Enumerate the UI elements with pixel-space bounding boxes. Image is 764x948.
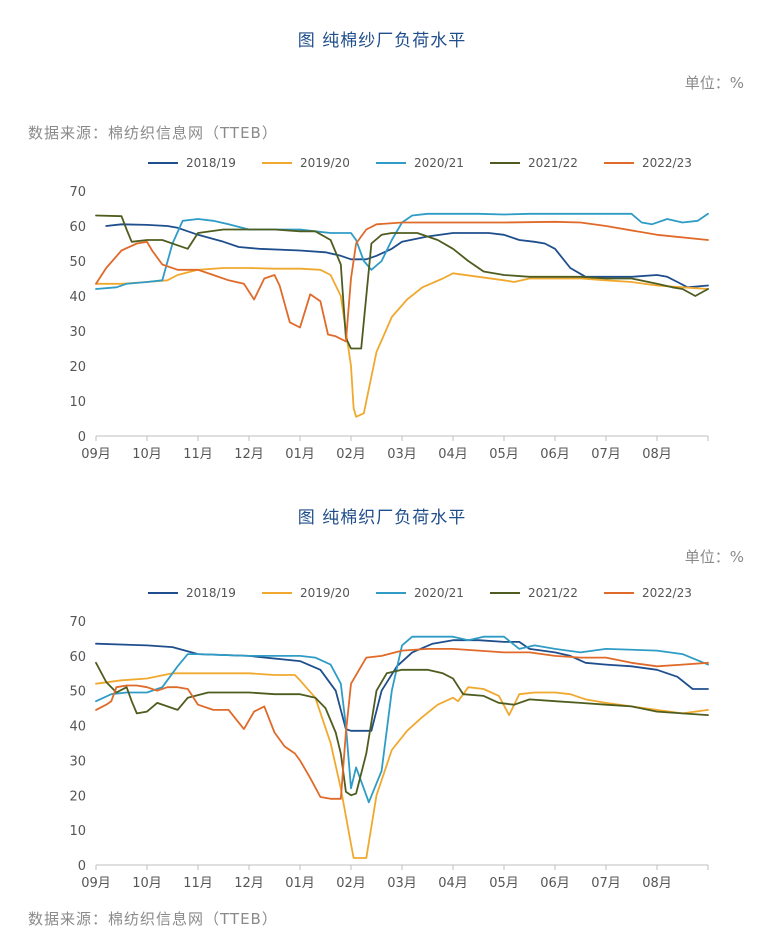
chart2-series-2019-20 xyxy=(95,672,709,859)
chart1-ytick-7: 70 xyxy=(69,185,86,200)
chart2-ytick-6: 60 xyxy=(69,650,86,665)
chart2-xtick-9: 06月 xyxy=(540,876,570,891)
chart2-xtick-10: 07月 xyxy=(591,876,621,891)
chart2-xtick-2: 11月 xyxy=(183,876,213,891)
chart1-legend-item-4: 2022/23 xyxy=(604,156,692,170)
chart2-series-2022-23 xyxy=(95,648,709,800)
chart2-source: 数据来源：棉纺织信息网（TTEB） xyxy=(28,910,278,928)
chart1-ytick-3: 30 xyxy=(69,325,86,340)
chart1-xtick-7: 04月 xyxy=(438,447,468,462)
chart2-legend-item-2: 2020/21 xyxy=(376,586,464,600)
chart1-legend-label-3: 2021/22 xyxy=(528,156,578,170)
chart1-ytick-6: 60 xyxy=(69,220,86,235)
chart1-legend-item-3: 2021/22 xyxy=(490,156,578,170)
chart2-xtick-6: 03月 xyxy=(387,876,417,891)
chart2-plot: 2018/19 2019/20 2020/21 2021/22 2022/23 0 10 20… xyxy=(69,586,709,891)
chart2-xtick-11: 08月 xyxy=(642,876,672,891)
chart2-legend-item-1: 2019/20 xyxy=(262,586,350,600)
chart1-xtick-9: 06月 xyxy=(540,447,570,462)
chart1-legend-item-1: 2019/20 xyxy=(262,156,350,170)
chart1-title: 图 纯棉纱厂负荷水平 xyxy=(297,31,467,51)
chart1-xtick-6: 03月 xyxy=(387,447,417,462)
chart2-xtick-8: 05月 xyxy=(489,876,519,891)
chart1-legend-label-2: 2020/21 xyxy=(414,156,464,170)
chart1-xtick-10: 07月 xyxy=(591,447,621,462)
chart2-xtick-7: 04月 xyxy=(438,876,468,891)
chart1-ytick-1: 10 xyxy=(69,395,86,410)
chart1-xtick-5: 02月 xyxy=(336,447,366,462)
chart2-legend-label-1: 2019/20 xyxy=(300,586,350,600)
chart1-series-2020-21 xyxy=(95,212,709,290)
chart1-legend-label-1: 2019/20 xyxy=(300,156,350,170)
chart1-xtick-11: 08月 xyxy=(642,447,672,462)
chart2-xtick-3: 12月 xyxy=(234,876,264,891)
chart2-legend-label-4: 2022/23 xyxy=(642,586,692,600)
chart1-series-2022-23 xyxy=(95,220,709,343)
chart2-unit-label: 单位：% xyxy=(684,548,744,566)
chart2-legend-label-0: 2018/19 xyxy=(186,586,236,600)
chart1-series-2018-19 xyxy=(105,223,709,289)
chart1-xtick-4: 01月 xyxy=(285,447,315,462)
chart2-series-2018-19 xyxy=(95,639,709,732)
chart1-source: 数据来源：棉纺织信息网（TTEB） xyxy=(28,124,278,142)
chart2-legend-label-3: 2021/22 xyxy=(528,586,578,600)
chart2-ytick-0: 0 xyxy=(78,859,86,874)
chart1-ytick-4: 40 xyxy=(69,290,86,305)
chart1-xtick-8: 05月 xyxy=(489,447,519,462)
chart2-ytick-7: 70 xyxy=(69,615,86,630)
chart1-unit-label: 单位：% xyxy=(684,74,744,92)
chart1-series-2019-20 xyxy=(95,267,709,418)
chart1-ytick-2: 20 xyxy=(69,360,86,375)
chart2-ytick-1: 10 xyxy=(69,824,86,839)
chart2-ytick-3: 30 xyxy=(69,754,86,769)
chart2-title: 图 纯棉织厂负荷水平 xyxy=(297,508,467,528)
chart2-ytick-5: 50 xyxy=(69,685,86,700)
chart2-ytick-2: 20 xyxy=(69,789,86,804)
chart1-xtick-1: 10月 xyxy=(132,447,162,462)
chart2-xtick-0: 09月 xyxy=(81,876,111,891)
chart2-xtick-1: 10月 xyxy=(132,876,162,891)
chart1-xtick-0: 09月 xyxy=(81,447,111,462)
chart1-series-2021-22 xyxy=(95,214,709,350)
chart2-legend-item-0: 2018/19 xyxy=(148,586,236,600)
chart1-ytick-0: 0 xyxy=(78,430,86,445)
chart2-ytick-4: 40 xyxy=(69,720,86,735)
chart2-series-2021-22 xyxy=(95,661,709,797)
chart2-xtick-5: 02月 xyxy=(336,876,366,891)
chart1-xtick-3: 12月 xyxy=(234,447,264,462)
chart1-legend-label-4: 2022/23 xyxy=(642,156,692,170)
chart2-legend-label-2: 2020/21 xyxy=(414,586,464,600)
chart1-xtick-2: 11月 xyxy=(183,447,213,462)
chart2-series-2020-21 xyxy=(95,635,709,804)
chart1-plot: 2018/19 2019/20 2020/21 2021/22 2022/23 0 10 20… xyxy=(69,156,709,462)
chart1-legend-item-2: 2020/21 xyxy=(376,156,464,170)
chart2-legend-item-4: 2022/23 xyxy=(604,586,692,600)
chart1-legend-label-0: 2018/19 xyxy=(186,156,236,170)
chart1-legend-item-0: 2018/19 xyxy=(148,156,236,170)
chart1-ytick-5: 50 xyxy=(69,255,86,270)
chart2-legend-item-3: 2021/22 xyxy=(490,586,578,600)
chart2-xtick-4: 01月 xyxy=(285,876,315,891)
